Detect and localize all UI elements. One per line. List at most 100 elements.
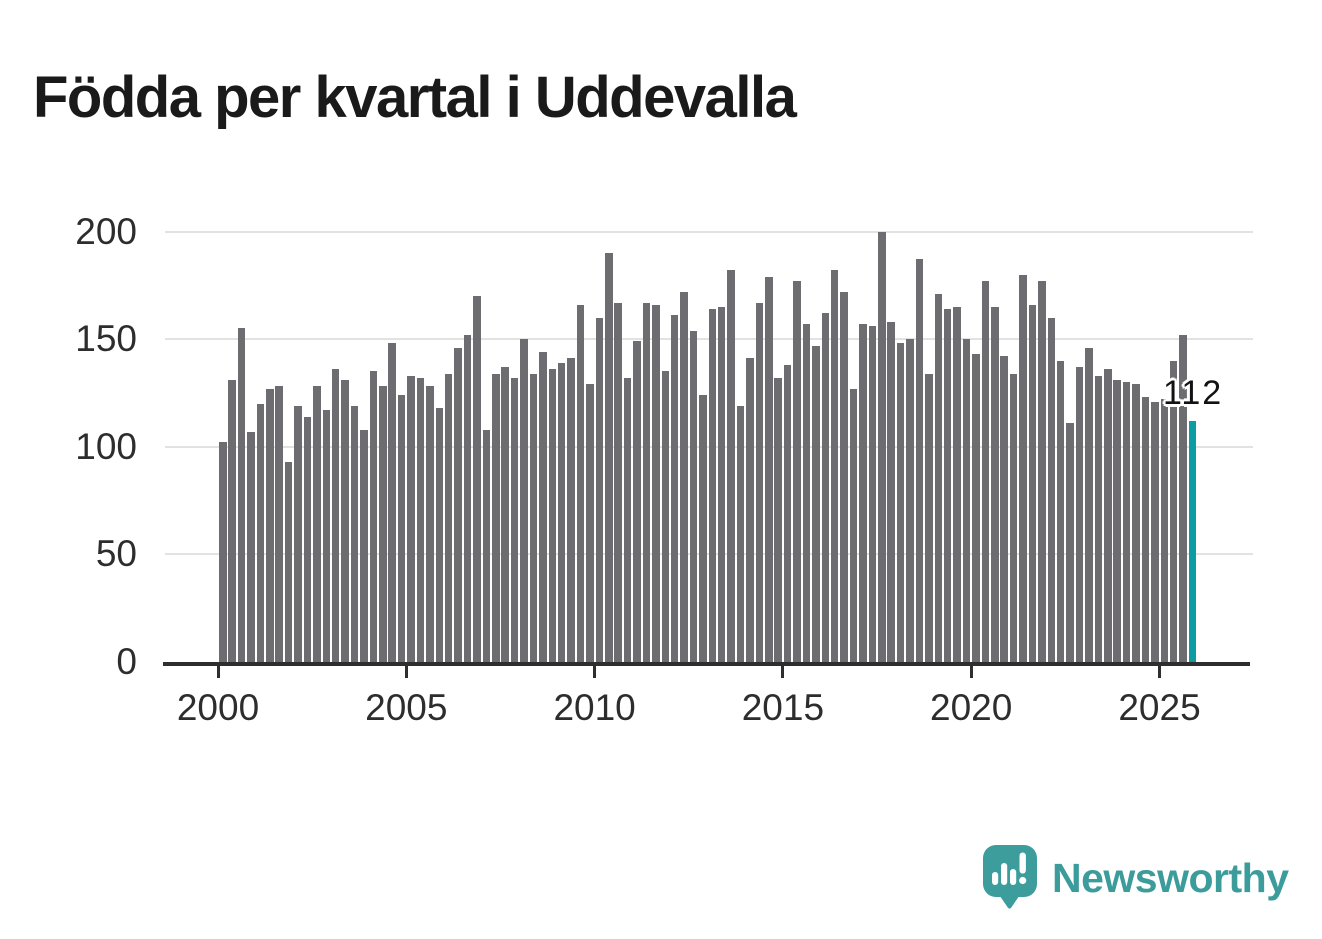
bar-2025Q2 bbox=[1169, 360, 1178, 662]
bar-2007Q2 bbox=[492, 373, 500, 662]
bar-2011Q4 bbox=[661, 371, 669, 662]
bar-2025Q1 bbox=[1160, 399, 1168, 662]
bar-2002Q1 bbox=[294, 405, 302, 662]
y-axis-label-100: 100 bbox=[75, 425, 137, 467]
bar-2014Q3 bbox=[765, 276, 773, 662]
bar-2021Q2 bbox=[1019, 274, 1027, 662]
bar-2022Q4 bbox=[1075, 367, 1084, 662]
bar-2000Q1 bbox=[219, 442, 227, 662]
bar-2013Q4 bbox=[736, 405, 745, 662]
bar-2003Q1 bbox=[331, 369, 340, 662]
bar-2017Q3 bbox=[878, 231, 886, 662]
bar-2024Q3 bbox=[1141, 397, 1150, 662]
gridline-200 bbox=[165, 230, 1253, 233]
bar-2015Q1 bbox=[783, 364, 792, 662]
x-tick-2025 bbox=[1158, 665, 1161, 678]
bar-2012Q2 bbox=[680, 291, 688, 662]
chart-title: Födda per kvartal i Uddevalla bbox=[33, 64, 797, 130]
bar-2008Q4 bbox=[548, 369, 557, 662]
bar-2020Q2 bbox=[981, 281, 990, 662]
x-axis-label-2020: 2020 bbox=[930, 687, 1013, 728]
bar-2024Q2 bbox=[1132, 384, 1140, 662]
bar-2005Q2 bbox=[416, 377, 425, 662]
x-axis-label-2000: 2000 bbox=[176, 687, 260, 728]
x-tick-2010 bbox=[593, 665, 597, 678]
bar-2001Q2 bbox=[266, 388, 274, 662]
y-axis-label-200: 200 bbox=[75, 210, 137, 252]
bar-2008Q3 bbox=[539, 352, 547, 662]
bar-2016Q4 bbox=[849, 388, 858, 662]
newsworthy-wordmark: Newsworthy bbox=[1052, 854, 1289, 901]
bar-2002Q3 bbox=[313, 386, 321, 662]
bar-2011Q1 bbox=[633, 341, 641, 662]
bar-2017Q4 bbox=[887, 321, 895, 662]
bar-2019Q3 bbox=[953, 306, 961, 662]
bar-2010Q2 bbox=[605, 253, 613, 662]
bar-2018Q4 bbox=[925, 373, 933, 662]
bar-2022Q2 bbox=[1056, 360, 1065, 662]
bar-2012Q4 bbox=[699, 395, 707, 662]
bar-2025Q4 bbox=[1188, 420, 1197, 662]
bar-2016Q2 bbox=[830, 270, 839, 662]
bar-2016Q3 bbox=[840, 291, 848, 662]
bar-2003Q4 bbox=[360, 429, 368, 662]
bar-2023Q1 bbox=[1085, 347, 1093, 662]
bar-2002Q2 bbox=[303, 416, 312, 662]
bar-2005Q4 bbox=[435, 408, 444, 662]
bar-2011Q3 bbox=[652, 304, 660, 662]
bar-2018Q2 bbox=[906, 339, 914, 662]
bar-2023Q2 bbox=[1094, 375, 1103, 662]
bar-2021Q4 bbox=[1038, 281, 1046, 662]
x-axis-label-2015: 2015 bbox=[741, 687, 825, 728]
bar-2015Q2 bbox=[793, 281, 801, 662]
bar-2007Q3 bbox=[501, 367, 509, 662]
bar-2006Q3 bbox=[463, 334, 472, 662]
bar-2018Q3 bbox=[915, 259, 924, 662]
y-axis-label-0: 0 bbox=[116, 641, 137, 682]
bar-2021Q1 bbox=[1009, 373, 1018, 662]
x-axis-label-2025: 2025 bbox=[1118, 687, 1201, 728]
bar-2017Q1 bbox=[859, 324, 867, 662]
bar-2005Q3 bbox=[426, 386, 434, 662]
bar-2017Q2 bbox=[868, 326, 877, 662]
bar-2009Q1 bbox=[557, 362, 566, 662]
bar-2023Q4 bbox=[1113, 380, 1121, 662]
newsworthy-logo: Newsworthy bbox=[982, 844, 1289, 910]
bar-2014Q2 bbox=[755, 302, 764, 662]
bar-2008Q2 bbox=[529, 373, 538, 662]
bar-2000Q4 bbox=[247, 431, 255, 662]
bar-2025Q3 bbox=[1179, 334, 1187, 662]
bar-2006Q1 bbox=[444, 373, 453, 662]
bar-2020Q4 bbox=[1000, 356, 1008, 662]
bar-2004Q2 bbox=[379, 386, 387, 662]
bar-2007Q1 bbox=[482, 429, 491, 662]
bar-2019Q1 bbox=[934, 293, 943, 662]
bar-2013Q1 bbox=[708, 308, 717, 662]
newsworthy-bubble-icon bbox=[983, 845, 1037, 909]
bar-2019Q2 bbox=[943, 308, 952, 662]
bar-2007Q4 bbox=[510, 377, 519, 662]
bar-2001Q4 bbox=[284, 461, 293, 662]
bar-2003Q2 bbox=[341, 380, 349, 662]
bar-2009Q4 bbox=[586, 384, 594, 662]
bar-2011Q2 bbox=[642, 302, 651, 662]
bar-2015Q4 bbox=[812, 345, 820, 662]
bar-2012Q1 bbox=[670, 315, 679, 662]
x-tick-2020 bbox=[969, 665, 973, 678]
bar-2024Q1 bbox=[1122, 382, 1131, 662]
bar-2014Q1 bbox=[746, 358, 754, 662]
bar-2012Q3 bbox=[689, 330, 698, 662]
bar-2019Q4 bbox=[962, 339, 971, 662]
x-tick-2015 bbox=[781, 665, 785, 678]
bar-2016Q1 bbox=[821, 313, 830, 662]
bar-2013Q3 bbox=[727, 270, 735, 662]
bar-2004Q1 bbox=[369, 371, 378, 662]
bar-2022Q3 bbox=[1066, 423, 1074, 662]
bar-2020Q3 bbox=[991, 306, 999, 662]
bar-2003Q3 bbox=[350, 405, 359, 662]
bar-2002Q4 bbox=[322, 410, 331, 662]
bar-2020Q1 bbox=[972, 354, 980, 662]
bar-2023Q3 bbox=[1104, 369, 1112, 662]
bar-2024Q4 bbox=[1151, 401, 1159, 662]
